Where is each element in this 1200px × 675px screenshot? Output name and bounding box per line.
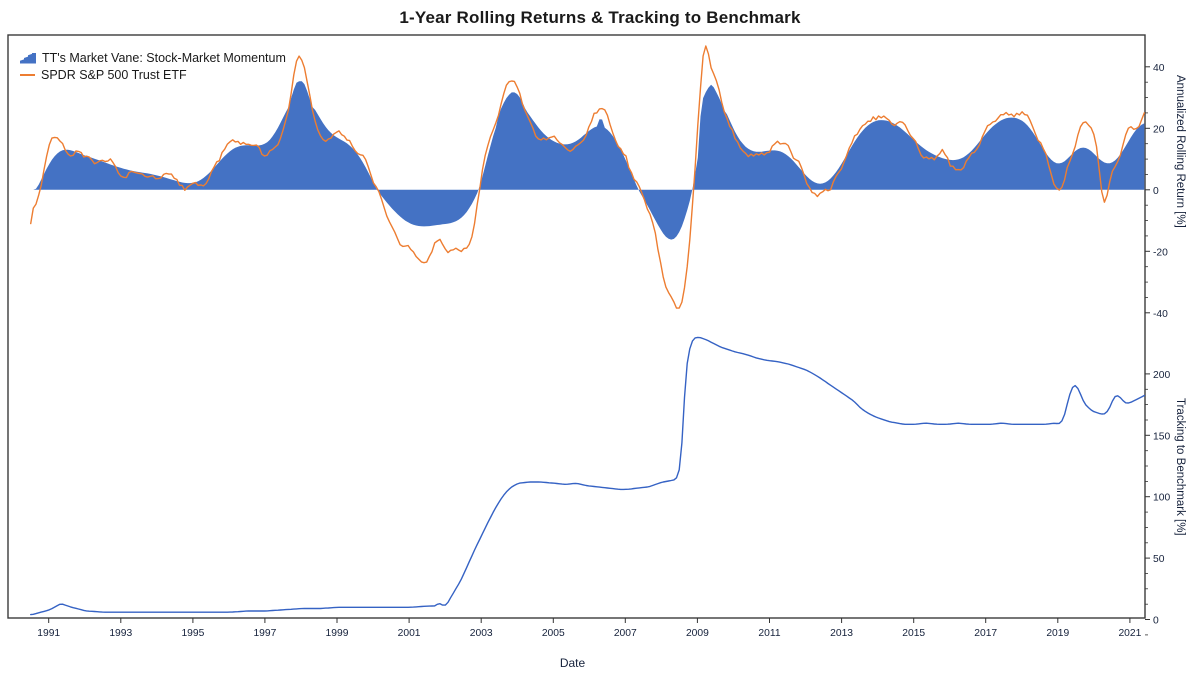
svg-text:1999: 1999 <box>326 628 349 639</box>
svg-text:2013: 2013 <box>830 628 853 639</box>
svg-text:150: 150 <box>1153 431 1170 442</box>
svg-text:1993: 1993 <box>109 628 132 639</box>
svg-text:-20: -20 <box>1153 247 1168 258</box>
svg-text:20: 20 <box>1153 124 1165 135</box>
svg-text:0: 0 <box>1153 616 1159 627</box>
svg-text:2007: 2007 <box>614 628 637 639</box>
svg-text:40: 40 <box>1153 63 1165 74</box>
svg-text:-40: -40 <box>1153 309 1168 320</box>
svg-text:2015: 2015 <box>902 628 925 639</box>
svg-text:200: 200 <box>1153 370 1170 381</box>
svg-text:1997: 1997 <box>253 628 276 639</box>
svg-text:0: 0 <box>1153 186 1159 197</box>
svg-text:2005: 2005 <box>542 628 565 639</box>
svg-text:2017: 2017 <box>974 628 997 639</box>
svg-text:50: 50 <box>1153 554 1165 565</box>
svg-text:2003: 2003 <box>470 628 493 639</box>
svg-text:2009: 2009 <box>686 628 709 639</box>
svg-text:2011: 2011 <box>758 628 780 639</box>
svg-text:100: 100 <box>1153 493 1170 504</box>
svg-text:1991: 1991 <box>37 628 60 639</box>
svg-text:2021: 2021 <box>1118 628 1141 639</box>
svg-text:2001: 2001 <box>398 628 421 639</box>
svg-text:1995: 1995 <box>181 628 204 639</box>
svg-text:2019: 2019 <box>1046 628 1069 639</box>
